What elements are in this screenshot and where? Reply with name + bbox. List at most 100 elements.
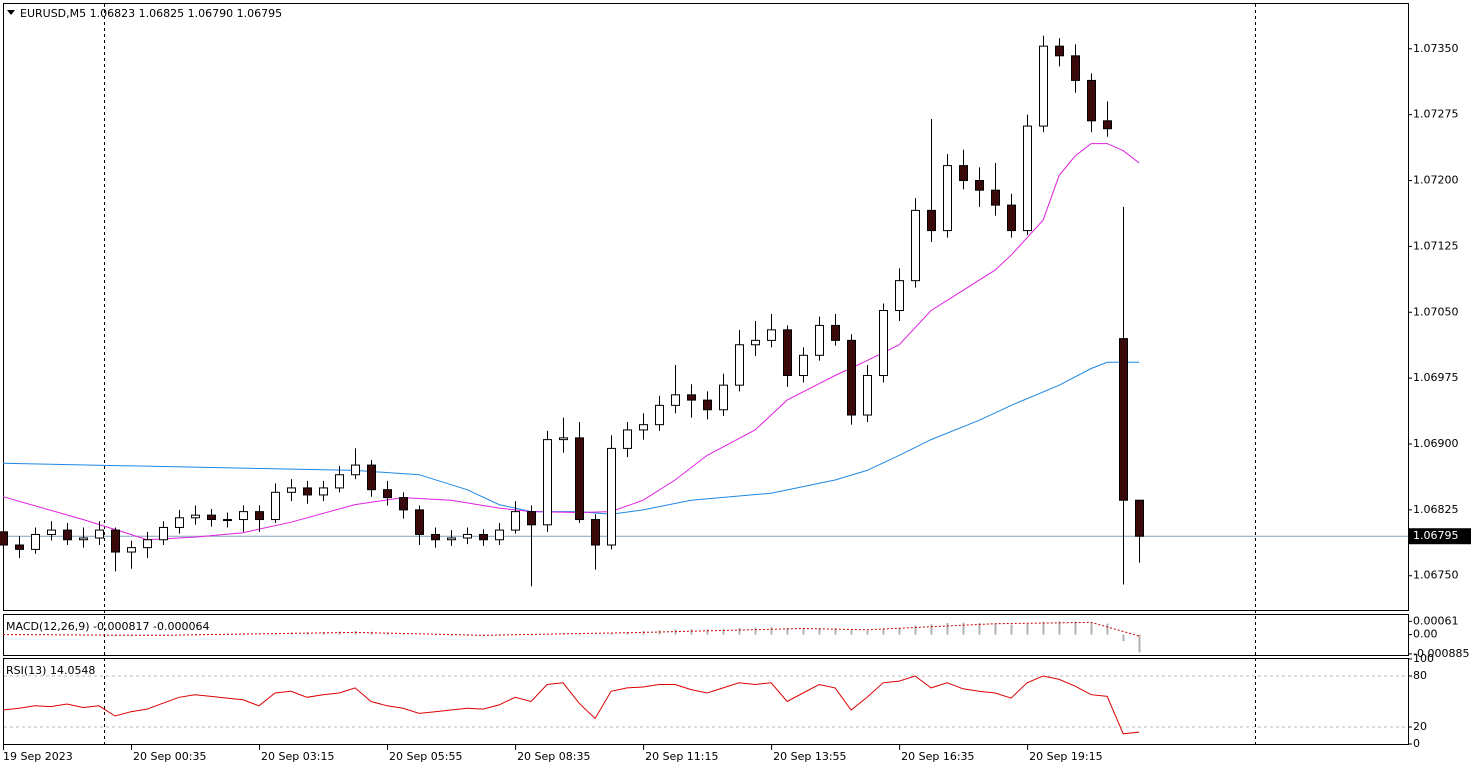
candle-body xyxy=(287,487,296,493)
candle-body xyxy=(335,474,344,489)
candle-body xyxy=(495,529,504,541)
candle-body xyxy=(623,429,632,449)
candle-body xyxy=(511,511,520,531)
main-title: EURUSD,M5 1.06823 1.06825 1.06790 1.0679… xyxy=(20,7,282,20)
x-tick-label: 20 Sep 00:35 xyxy=(133,750,206,763)
x-tick-label: 20 Sep 08:35 xyxy=(517,750,590,763)
y-tick-label: 1.06825 xyxy=(1413,503,1459,516)
candle-body xyxy=(1007,204,1016,232)
candle-body xyxy=(847,339,856,416)
y-tick-label: 1.07275 xyxy=(1413,108,1459,121)
candle-body xyxy=(1135,499,1144,537)
candle-body xyxy=(479,533,488,541)
price-label-box xyxy=(1409,528,1471,545)
candle-body xyxy=(975,180,984,191)
x-tick-label: 20 Sep 05:55 xyxy=(389,750,462,763)
candle-body xyxy=(799,354,808,377)
macd-title: MACD(12,26,9) -0.000817 -0.000064 xyxy=(6,620,209,633)
candle-body xyxy=(863,375,872,416)
y-tick-label: 20 xyxy=(1413,720,1427,733)
candle-body xyxy=(607,447,616,546)
candle-body xyxy=(943,165,952,232)
candle-body xyxy=(1071,55,1080,81)
main-frame xyxy=(3,3,1409,611)
candle-body xyxy=(575,437,584,521)
y-tick-label: 1.07050 xyxy=(1413,305,1459,318)
x-tick-label: 20 Sep 11:15 xyxy=(645,750,718,763)
candle-body xyxy=(79,537,88,541)
candle-body xyxy=(1103,120,1112,130)
candle-body xyxy=(47,529,56,535)
candle-body xyxy=(207,514,216,521)
y-tick-label: 1.07125 xyxy=(1413,239,1459,252)
candle-body xyxy=(655,404,664,426)
candle-body xyxy=(543,439,552,526)
candle-body xyxy=(431,533,440,541)
candle-body xyxy=(447,537,456,541)
candle-body xyxy=(95,529,104,539)
y-tick-label: 80 xyxy=(1413,669,1427,682)
candle-body xyxy=(767,329,776,341)
y-tick-label: 1.06975 xyxy=(1413,371,1459,384)
macd-signal xyxy=(2,621,1140,637)
candle-body xyxy=(223,519,232,522)
rsi-frame xyxy=(3,658,1409,745)
y-tick-label: 1.07200 xyxy=(1413,174,1459,187)
x-tick-label: 20 Sep 19:15 xyxy=(1029,750,1102,763)
y-tick-label: 1.07350 xyxy=(1413,42,1459,55)
candle-body xyxy=(783,329,792,377)
price-label: 1.06795 xyxy=(1413,529,1459,542)
candle-body xyxy=(1087,79,1096,122)
candle-body xyxy=(735,344,744,386)
candle-body xyxy=(0,531,8,546)
candle-body xyxy=(415,509,424,535)
candle-body xyxy=(159,526,168,541)
rsi-title: RSI(13) 14.0548 xyxy=(6,664,95,677)
candle-body xyxy=(399,497,408,511)
candle-body xyxy=(751,339,760,346)
candle-body xyxy=(1119,338,1128,501)
candle-body xyxy=(719,384,728,411)
candle-body xyxy=(367,464,376,491)
y-tick-label: 0 xyxy=(1413,737,1420,750)
candle-body xyxy=(527,511,536,526)
candle-body xyxy=(175,517,184,528)
candle-body xyxy=(303,487,312,496)
candle-body xyxy=(1039,45,1048,127)
candle-body xyxy=(895,280,904,312)
candle-body xyxy=(463,533,472,539)
x-tick-label: 20 Sep 13:55 xyxy=(773,750,846,763)
candle-body xyxy=(255,511,264,521)
y-tick-label: 1.06750 xyxy=(1413,569,1459,582)
candle-body xyxy=(15,544,24,550)
candle-body xyxy=(63,529,72,541)
candle-body xyxy=(879,310,888,377)
candle-body xyxy=(559,437,568,441)
x-tick-label: 20 Sep 03:15 xyxy=(261,750,334,763)
candle-body xyxy=(1023,125,1032,232)
candle-body xyxy=(383,489,392,499)
rsi-line xyxy=(2,675,1140,735)
candle-body xyxy=(927,209,936,232)
candle-body xyxy=(959,165,968,182)
y-tick-label: -0.000885 xyxy=(1413,647,1469,660)
y-tick-label: 1.06900 xyxy=(1413,437,1459,450)
candle-body xyxy=(239,511,248,521)
candle-body xyxy=(815,324,824,356)
candle-body xyxy=(127,547,136,553)
candle-body xyxy=(911,209,920,282)
candle-body xyxy=(31,533,40,550)
collapse-arrow[interactable] xyxy=(7,10,15,15)
x-tick-label: 20 Sep 16:35 xyxy=(901,750,974,763)
y-tick-label: 0.00061 xyxy=(1413,614,1459,627)
candle-body xyxy=(639,424,648,431)
candle-body xyxy=(703,399,712,411)
candle-body xyxy=(687,394,696,401)
candle-body xyxy=(319,487,328,496)
candle-body xyxy=(111,529,120,553)
y-tick-label: 100 xyxy=(1413,652,1434,665)
moving-average xyxy=(2,361,1140,515)
candle-body xyxy=(591,519,600,546)
